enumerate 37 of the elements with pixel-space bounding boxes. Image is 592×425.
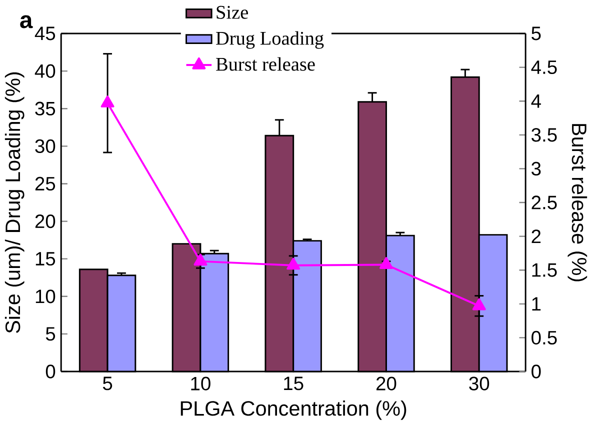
y2-tick-label: 0.5 bbox=[532, 330, 557, 345]
y-tick-label: 5 bbox=[46, 327, 56, 341]
y2-tick-label: 3.5 bbox=[532, 128, 557, 142]
y2-tick-label: 3 bbox=[532, 162, 541, 176]
y-tick-label: 30 bbox=[35, 139, 56, 154]
y-tick-label: 40 bbox=[34, 64, 56, 78]
y2-tick-label: 2 bbox=[532, 230, 541, 244]
y-axis-title: Size (um)/ Drug Loading (%) bbox=[4, 72, 24, 334]
point bbox=[472, 298, 486, 310]
y2-tick-label: 1.5 bbox=[532, 263, 557, 277]
y2-tick-label: 5 bbox=[532, 26, 541, 40]
x-tick-label: 20 bbox=[376, 376, 396, 390]
x-tick-label: 5 bbox=[102, 376, 112, 390]
y-tick-label: 35 bbox=[35, 102, 56, 116]
y-tick-label: 0 bbox=[46, 364, 56, 378]
x-tick-label: 10 bbox=[191, 376, 210, 390]
y2-tick-label: 2.5 bbox=[532, 196, 557, 210]
y-tick-label: 15 bbox=[36, 252, 56, 266]
y2-axis-title: Burst release (%) bbox=[568, 124, 588, 282]
legend-label: Burst release bbox=[216, 57, 315, 71]
x-tick-label: 30 bbox=[469, 376, 490, 390]
x-axis-title: PLGA Concentration (%) bbox=[180, 400, 406, 420]
point bbox=[194, 254, 208, 266]
x-tick-label: 15 bbox=[284, 376, 304, 390]
legend-label: Drug Loading bbox=[216, 31, 324, 49]
y-tick-label: 10 bbox=[36, 290, 56, 304]
y2-tick-label: 4 bbox=[531, 94, 541, 108]
y-tick-label: 20 bbox=[35, 214, 56, 228]
y2-tick-label: 4.5 bbox=[531, 60, 557, 74]
point bbox=[379, 257, 393, 270]
y-tick-label: 25 bbox=[35, 177, 56, 191]
y2-tick-label: 1 bbox=[532, 297, 541, 311]
text: a bbox=[20, 15, 33, 28]
y2-tick-label: 0 bbox=[532, 364, 541, 378]
legend-label: Size bbox=[216, 6, 248, 19]
point bbox=[100, 96, 114, 108]
y-tick-label: 45 bbox=[34, 26, 56, 40]
